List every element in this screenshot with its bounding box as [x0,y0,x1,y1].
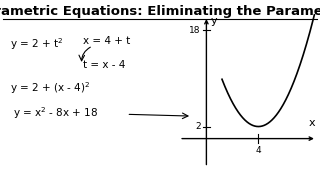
Text: y = 2 + t$^2$: y = 2 + t$^2$ [10,36,63,52]
Text: y = x$^2$ - 8x + 18: y = x$^2$ - 8x + 18 [13,105,98,121]
Text: x: x [308,118,315,128]
Text: y: y [210,16,217,26]
Text: 4: 4 [256,146,261,155]
Text: t = x - 4: t = x - 4 [83,60,125,70]
Text: x = 4 + t: x = 4 + t [83,36,131,46]
Text: Parametric Equations: Eliminating the Parameter: Parametric Equations: Eliminating the Pa… [0,5,320,18]
Text: 2: 2 [195,122,201,131]
Text: 18: 18 [189,26,201,35]
Text: y = 2 + (x - 4)$^2$: y = 2 + (x - 4)$^2$ [10,80,90,96]
